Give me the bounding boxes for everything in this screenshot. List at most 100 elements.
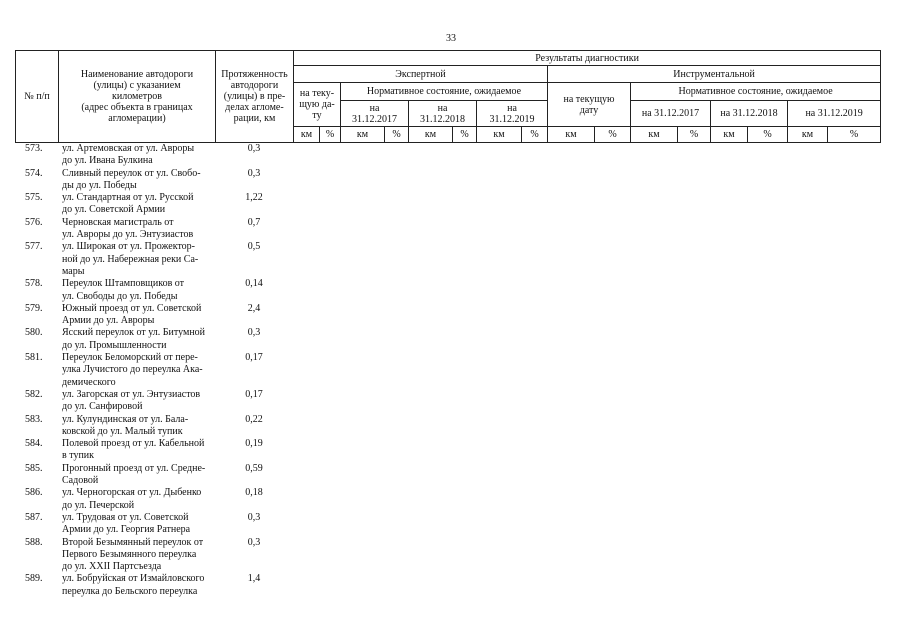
- row-number: 578.: [25, 278, 43, 290]
- table-row: 580. Ясский переулок от ул. Битумной до у…: [15, 327, 880, 352]
- results-cell: [293, 217, 880, 242]
- table-row: 588. Второй Безымянный переулок от Первог…: [15, 537, 880, 574]
- road-length: 0,3: [247, 167, 261, 179]
- road-length: 0,7: [247, 216, 261, 228]
- header-instr-date: на 31.12.2018: [710, 100, 788, 127]
- road-name: Черновская магистраль от ул. Авроры до у…: [62, 216, 194, 241]
- road-length: 0,5: [247, 241, 261, 253]
- table-row: 577. ул. Широкая от ул. Прожектор- ной до…: [15, 241, 880, 278]
- road-length: 0,3: [247, 536, 261, 548]
- road-name: ул. Загорская от ул. Энтузиастов до ул. …: [62, 388, 201, 413]
- results-cell: [293, 168, 880, 193]
- results-cell: [293, 512, 880, 537]
- header-unit-km: км: [340, 126, 385, 143]
- row-number: 575.: [25, 192, 43, 204]
- results-cell: [293, 463, 880, 488]
- table-row: 584. Полевой проезд от ул. Кабельной в ту…: [15, 438, 880, 463]
- road-name: Полевой проезд от ул. Кабельной в тупик: [62, 438, 205, 462]
- row-number: 583.: [25, 413, 43, 425]
- road-name: ул. Трудовая от ул. Советской Армии до у…: [62, 511, 191, 536]
- header-unit-km: км: [710, 126, 748, 143]
- road-length: 0,59: [245, 462, 263, 474]
- header-unit-km: км: [476, 126, 522, 143]
- road-length: 0,17: [245, 352, 263, 364]
- results-cell: [293, 327, 880, 352]
- header-instr-current: на текущую дату: [547, 82, 631, 127]
- header-num: № п/п: [15, 50, 59, 143]
- results-cell: [293, 537, 880, 574]
- row-number: 588.: [25, 536, 43, 548]
- page-number: 33: [446, 33, 456, 44]
- header-unit-pct: %: [521, 126, 548, 143]
- header-unit-pct: %: [826, 126, 882, 143]
- header-unit-pct: %: [594, 126, 631, 143]
- road-name: Прогонный проезд от ул. Средне- Садовой: [62, 462, 206, 487]
- row-number: 581.: [25, 352, 43, 364]
- road-length: 0,19: [245, 438, 263, 450]
- header-instrumental: Инструментальной: [546, 65, 882, 83]
- road-length: 0,3: [247, 143, 261, 154]
- road-name: Ясский переулок от ул. Битумной до ул. П…: [62, 327, 206, 351]
- table-header: № п/п Наименование автодороги (улицы) с …: [15, 50, 882, 143]
- road-length: 0,17: [245, 388, 263, 400]
- table-row: 576. Черновская магистраль от ул. Авроры …: [15, 217, 880, 242]
- results-cell: [293, 143, 880, 168]
- results-cell: [293, 278, 880, 303]
- results-cell: [293, 573, 880, 598]
- row-number: 580.: [25, 327, 43, 339]
- table-row: 585. Прогонный проезд от ул. Средне- Садо…: [15, 463, 880, 488]
- road-length: 0,3: [247, 511, 261, 523]
- results-cell: [293, 438, 880, 463]
- table-row: 583. ул. Кулундинская от ул. Бала- ковско…: [15, 414, 880, 439]
- table-row: 586. ул. Черногорская от ул. Дыбенко до у…: [15, 487, 880, 512]
- header-results: Результаты диагностики: [292, 50, 882, 66]
- table-row: 581. Переулок Беломорский от пере- улка Л…: [15, 352, 880, 389]
- row-number: 576.: [25, 216, 43, 228]
- road-length: 1,22: [245, 192, 263, 204]
- header-unit-pct: %: [677, 126, 711, 143]
- road-name: Южный проезд от ул. Советской Армии до у…: [62, 302, 202, 327]
- header-unit-km: км: [408, 126, 453, 143]
- road-name: ул. Бобруйская от Измайловского переулка…: [62, 573, 205, 597]
- table-row: 582. ул. Загорская от ул. Энтузиастов до …: [15, 389, 880, 414]
- header-unit-km: км: [547, 126, 595, 143]
- results-cell: [293, 192, 880, 217]
- road-length: 0,14: [245, 278, 263, 290]
- row-number: 586.: [25, 487, 43, 499]
- header-length: Протяженность автодороги (улицы) в пре- …: [215, 50, 294, 143]
- table-row: 579. Южный проезд от ул. Советской Армии …: [15, 303, 880, 328]
- table-row: 587. ул. Трудовая от ул. Советской Армии …: [15, 512, 880, 537]
- header-unit-pct: %: [747, 126, 788, 143]
- row-number: 573.: [25, 143, 43, 154]
- road-name: Переулок Беломорский от пере- улка Лучис…: [62, 352, 203, 388]
- header-expert-date: на 31.12.2019: [476, 100, 548, 127]
- row-number: 582.: [25, 388, 43, 400]
- row-number: 584.: [25, 438, 43, 450]
- road-name: ул. Стандартная от ул. Русской до ул. Со…: [62, 192, 194, 216]
- header-expert: Экспертной: [293, 65, 548, 83]
- road-name: Переулок Штамповщиков от ул. Свободы до …: [62, 278, 185, 302]
- road-name: ул. Широкая от ул. Прожектор- ной до ул.…: [62, 241, 199, 277]
- header-instr-normative: Нормативное состояние, ожидаемое: [629, 82, 882, 101]
- road-length: 0,3: [247, 327, 261, 339]
- table-row: 578. Переулок Штамповщиков от ул. Свободы…: [15, 278, 880, 303]
- results-cell: [293, 487, 880, 512]
- table-row: 573. ул. Артемовская от ул. Авроры до ул.…: [15, 143, 880, 168]
- row-number: 577.: [25, 241, 43, 253]
- header-expert-current: на теку- щую да- ту: [293, 82, 341, 127]
- header-instr-date: на 31.12.2017: [630, 100, 711, 127]
- header-unit-km: км: [630, 126, 678, 143]
- roads-table: 573. ул. Артемовская от ул. Авроры до ул.…: [15, 143, 880, 598]
- road-name: Сливный переулок от ул. Свобо- ды до ул.…: [62, 167, 201, 191]
- header-unit-km: км: [293, 126, 320, 143]
- row-number: 579.: [25, 302, 43, 314]
- results-cell: [293, 303, 880, 328]
- road-name: Второй Безымянный переулок от Первого Бе…: [62, 536, 204, 573]
- road-length: 1,4: [247, 573, 261, 585]
- header-expert-date: на 31.12.2018: [408, 100, 477, 127]
- header-unit-km: км: [787, 126, 828, 143]
- table-row: 575. ул. Стандартная от ул. Русской до ул…: [15, 192, 880, 217]
- table-row: 589. ул. Бобруйская от Измайловского пере…: [15, 573, 880, 598]
- results-cell: [293, 414, 880, 439]
- results-cell: [293, 352, 880, 389]
